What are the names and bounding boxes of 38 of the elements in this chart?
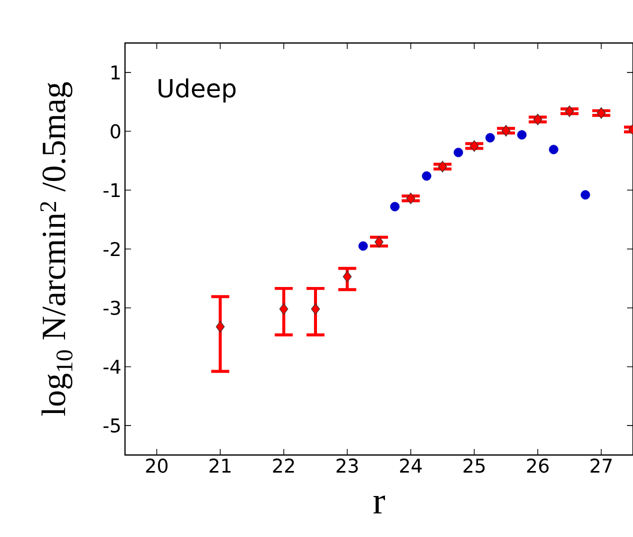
point: [485, 133, 495, 142]
x-tick-label: 26: [527, 458, 549, 473]
point: [342, 270, 352, 282]
point: [311, 303, 320, 315]
x-tick-label: 20: [146, 458, 168, 473]
y-tick-label: -2: [104, 242, 120, 256]
point: [533, 114, 542, 126]
x-tick-label: 23: [336, 458, 358, 473]
y-tick-label: -1: [104, 183, 120, 198]
point: [279, 303, 288, 315]
x-tick-label: 24: [400, 458, 422, 473]
y-tick-label: -3: [104, 300, 120, 316]
point: [406, 192, 416, 204]
y-tick-label: -4: [104, 360, 120, 374]
y-axis-title: log$_{10}$ N/arcmin$^{2}$ /0.5mag: [40, 82, 73, 416]
point: [517, 130, 527, 140]
x-tick-label: 21: [210, 458, 231, 473]
point: [580, 190, 590, 200]
point: [502, 124, 510, 136]
x-axis-title: r: [373, 496, 385, 514]
point: [596, 107, 606, 119]
point: [454, 148, 464, 158]
y-tick-label: 0: [110, 124, 120, 138]
point: [390, 202, 400, 212]
point: [374, 236, 384, 248]
annotation: Udeep: [158, 78, 236, 102]
point: [438, 160, 447, 172]
point: [548, 144, 558, 154]
x-tick-label: 27: [590, 458, 612, 473]
y-tick-label: 1: [112, 66, 120, 80]
point: [216, 320, 225, 332]
point: [565, 105, 574, 118]
x-tick-label: 25: [464, 458, 485, 473]
point: [358, 241, 368, 251]
point: [422, 171, 432, 181]
y-tick-label: -5: [104, 418, 120, 433]
point: [470, 140, 479, 152]
x-tick-label: 22: [273, 458, 294, 473]
